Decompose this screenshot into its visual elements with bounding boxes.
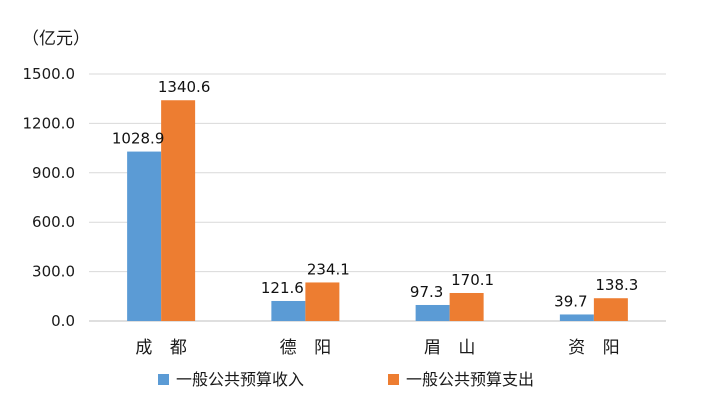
- data-label: 121.6: [261, 279, 304, 297]
- legend-label: 一般公共预算收入: [176, 370, 304, 389]
- bar: [305, 282, 340, 321]
- bar: [415, 304, 450, 321]
- bar: [271, 300, 306, 321]
- bar: [161, 100, 196, 321]
- x-category-label: 德 阳: [280, 338, 337, 358]
- legend-label: 一般公共预算支出: [406, 370, 534, 389]
- bar: [559, 314, 594, 321]
- legend-swatch: [388, 374, 399, 385]
- x-category-label: 成 都: [135, 338, 192, 358]
- data-label: 97.3: [410, 283, 443, 301]
- y-axis-unit-label: （亿元）: [22, 29, 90, 49]
- data-label: 39.7: [554, 292, 587, 310]
- y-tick-label: 1200.0: [23, 114, 76, 132]
- y-tick-label: 1500.0: [23, 65, 76, 83]
- legend-swatch: [158, 374, 169, 385]
- bar: [593, 298, 628, 321]
- data-label: 234.1: [307, 260, 350, 278]
- data-label: 138.3: [595, 276, 638, 294]
- bar: [449, 292, 484, 321]
- axes: 0.0 300.0 600.0 900.0 1200.0 1500.0 成 都 德 阳 眉 山 资…: [23, 65, 666, 358]
- y-tick-label: 600.0: [32, 213, 75, 231]
- data-label: 1340.6: [158, 78, 211, 96]
- bar: [127, 151, 162, 321]
- y-tick-label: 300.0: [32, 263, 75, 281]
- x-category-label: 眉 山: [424, 338, 481, 358]
- data-label: 1028.9: [112, 130, 165, 148]
- x-category-label: 资 阳: [568, 338, 625, 358]
- y-tick-label: 900.0: [32, 164, 75, 182]
- data-label: 170.1: [451, 271, 494, 289]
- y-tick-label: 0.0: [51, 312, 75, 330]
- legend: 一般公共预算收入 一般公共预算支出: [158, 370, 534, 389]
- bars: [127, 100, 628, 321]
